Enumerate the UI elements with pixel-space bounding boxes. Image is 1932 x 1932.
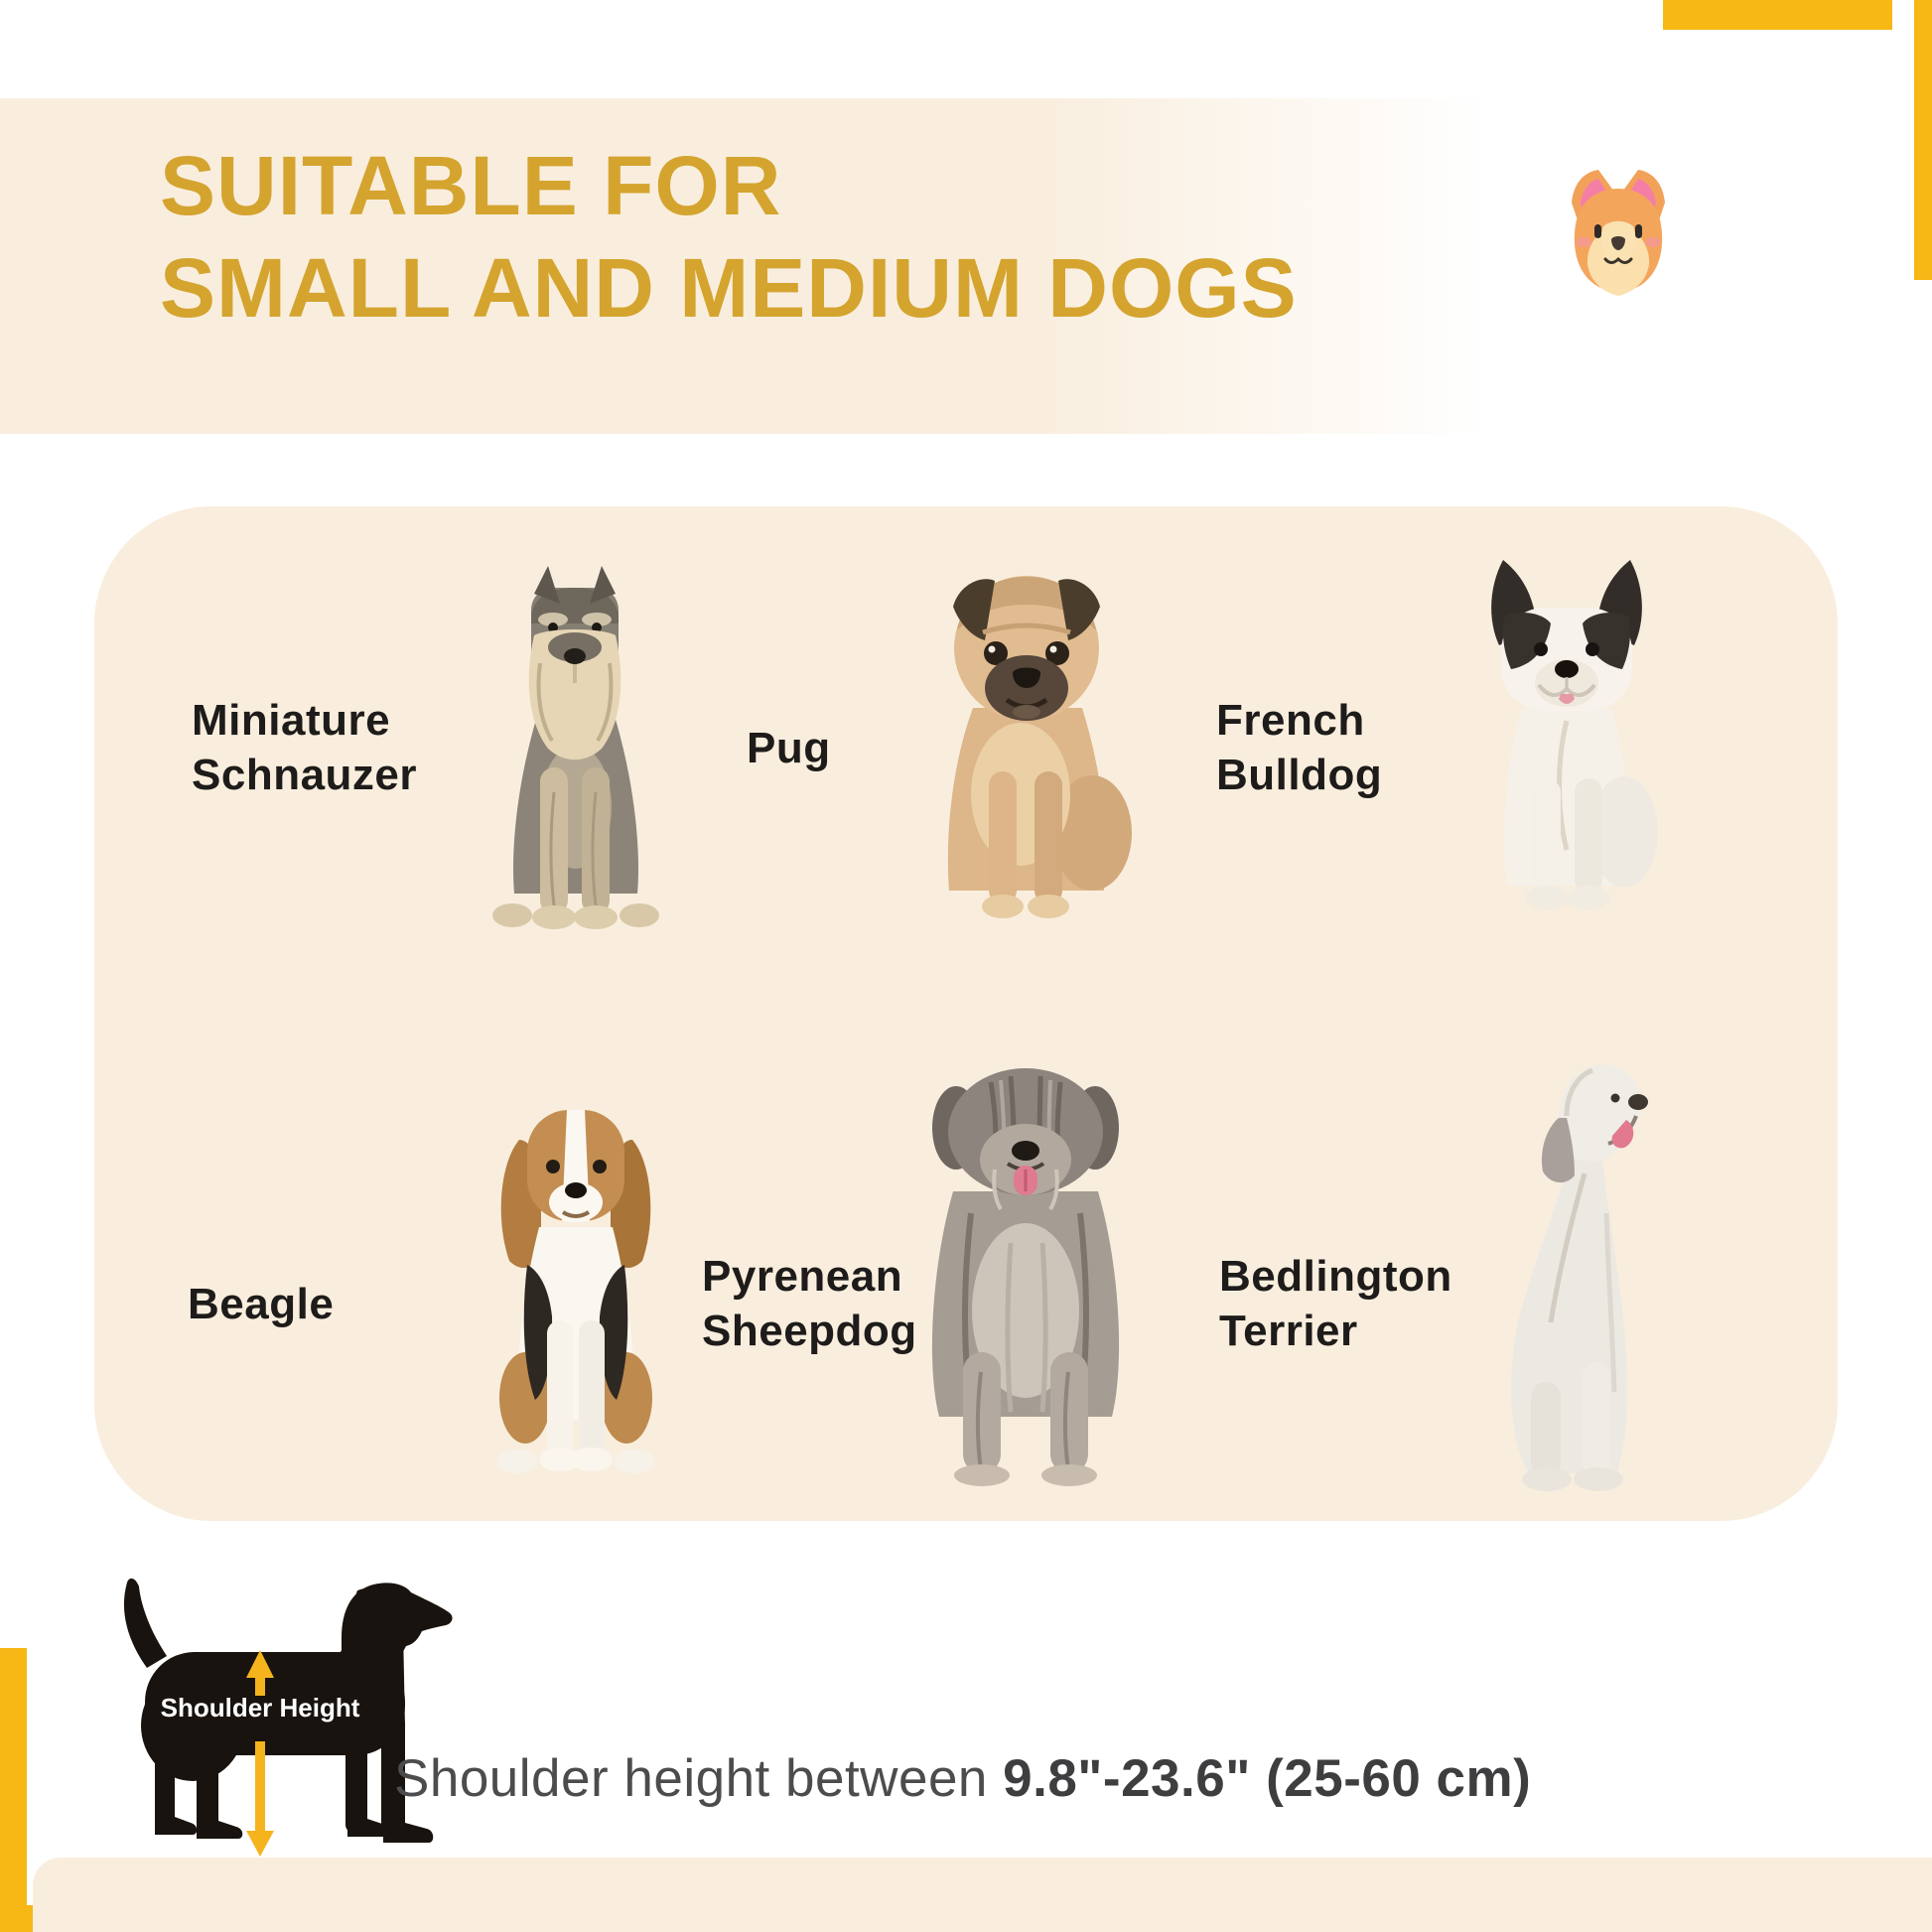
breed-name-line: Bedlington (1219, 1252, 1452, 1301)
pug-illustration (947, 576, 1132, 918)
breed-name-line: Miniature (192, 696, 391, 745)
breed-label-french-bulldog: French Bulldog (1216, 692, 1382, 803)
breed-label-pug: Pug (747, 692, 831, 803)
breed-label-miniature-schnauzer: Miniature Schnauzer (192, 692, 417, 803)
breed-name-line: French (1216, 696, 1365, 745)
breed-name-line: Terrier (1219, 1307, 1358, 1355)
top-right-accent-bar-horizontal (1663, 0, 1892, 30)
page-title-line1: SUITABLE FOR (160, 139, 782, 232)
title-band (0, 98, 1489, 434)
breed-name-line: Pyrenean (702, 1252, 903, 1301)
shoulder-height-arrow-icon (246, 1650, 274, 1857)
breed-label-beagle: Beagle (188, 1248, 334, 1359)
corgi-face-icon (1572, 170, 1665, 296)
breed-name-line: Bulldog (1216, 751, 1383, 799)
pyrenean-sheepdog-illustration (931, 1068, 1120, 1486)
page-title: SUITABLE FOR SMALL AND MEDIUM DOGS (160, 135, 1450, 340)
bottom-section-band (33, 1858, 1932, 1932)
miniature-schnauzer-illustration (492, 566, 659, 929)
dog-silhouette-icon: Shoulder Height (123, 1578, 453, 1857)
shoulder-height-sentence: Shoulder height between 9.8"-23.6" (25-6… (394, 1749, 1804, 1809)
breed-name-line: Schnauzer (192, 751, 418, 799)
page-title-line2: SMALL AND MEDIUM DOGS (160, 241, 1298, 335)
top-right-accent-bar-vertical (1914, 0, 1932, 280)
beagle-illustration (497, 1110, 654, 1473)
breed-name-line: Sheepdog (702, 1307, 917, 1355)
breed-name-line: Pug (747, 723, 831, 772)
silhouette-label: Shoulder Height (161, 1693, 360, 1723)
bottom-left-accent-bar-vertical (0, 1648, 27, 1932)
breed-label-bedlington-terrier: Bedlington Terrier (1219, 1248, 1452, 1359)
breed-label-pyrenean-sheepdog: Pyrenean Sheepdog (702, 1248, 917, 1359)
french-bulldog-illustration (1491, 560, 1658, 909)
breed-name-line: Beagle (188, 1279, 335, 1328)
sentence-bold-part: 9.8"-23.6" (25-60 cm) (1003, 1749, 1532, 1808)
bedlington-terrier-illustration (1511, 1063, 1648, 1491)
sentence-regular-part: Shoulder height between (394, 1749, 1004, 1808)
